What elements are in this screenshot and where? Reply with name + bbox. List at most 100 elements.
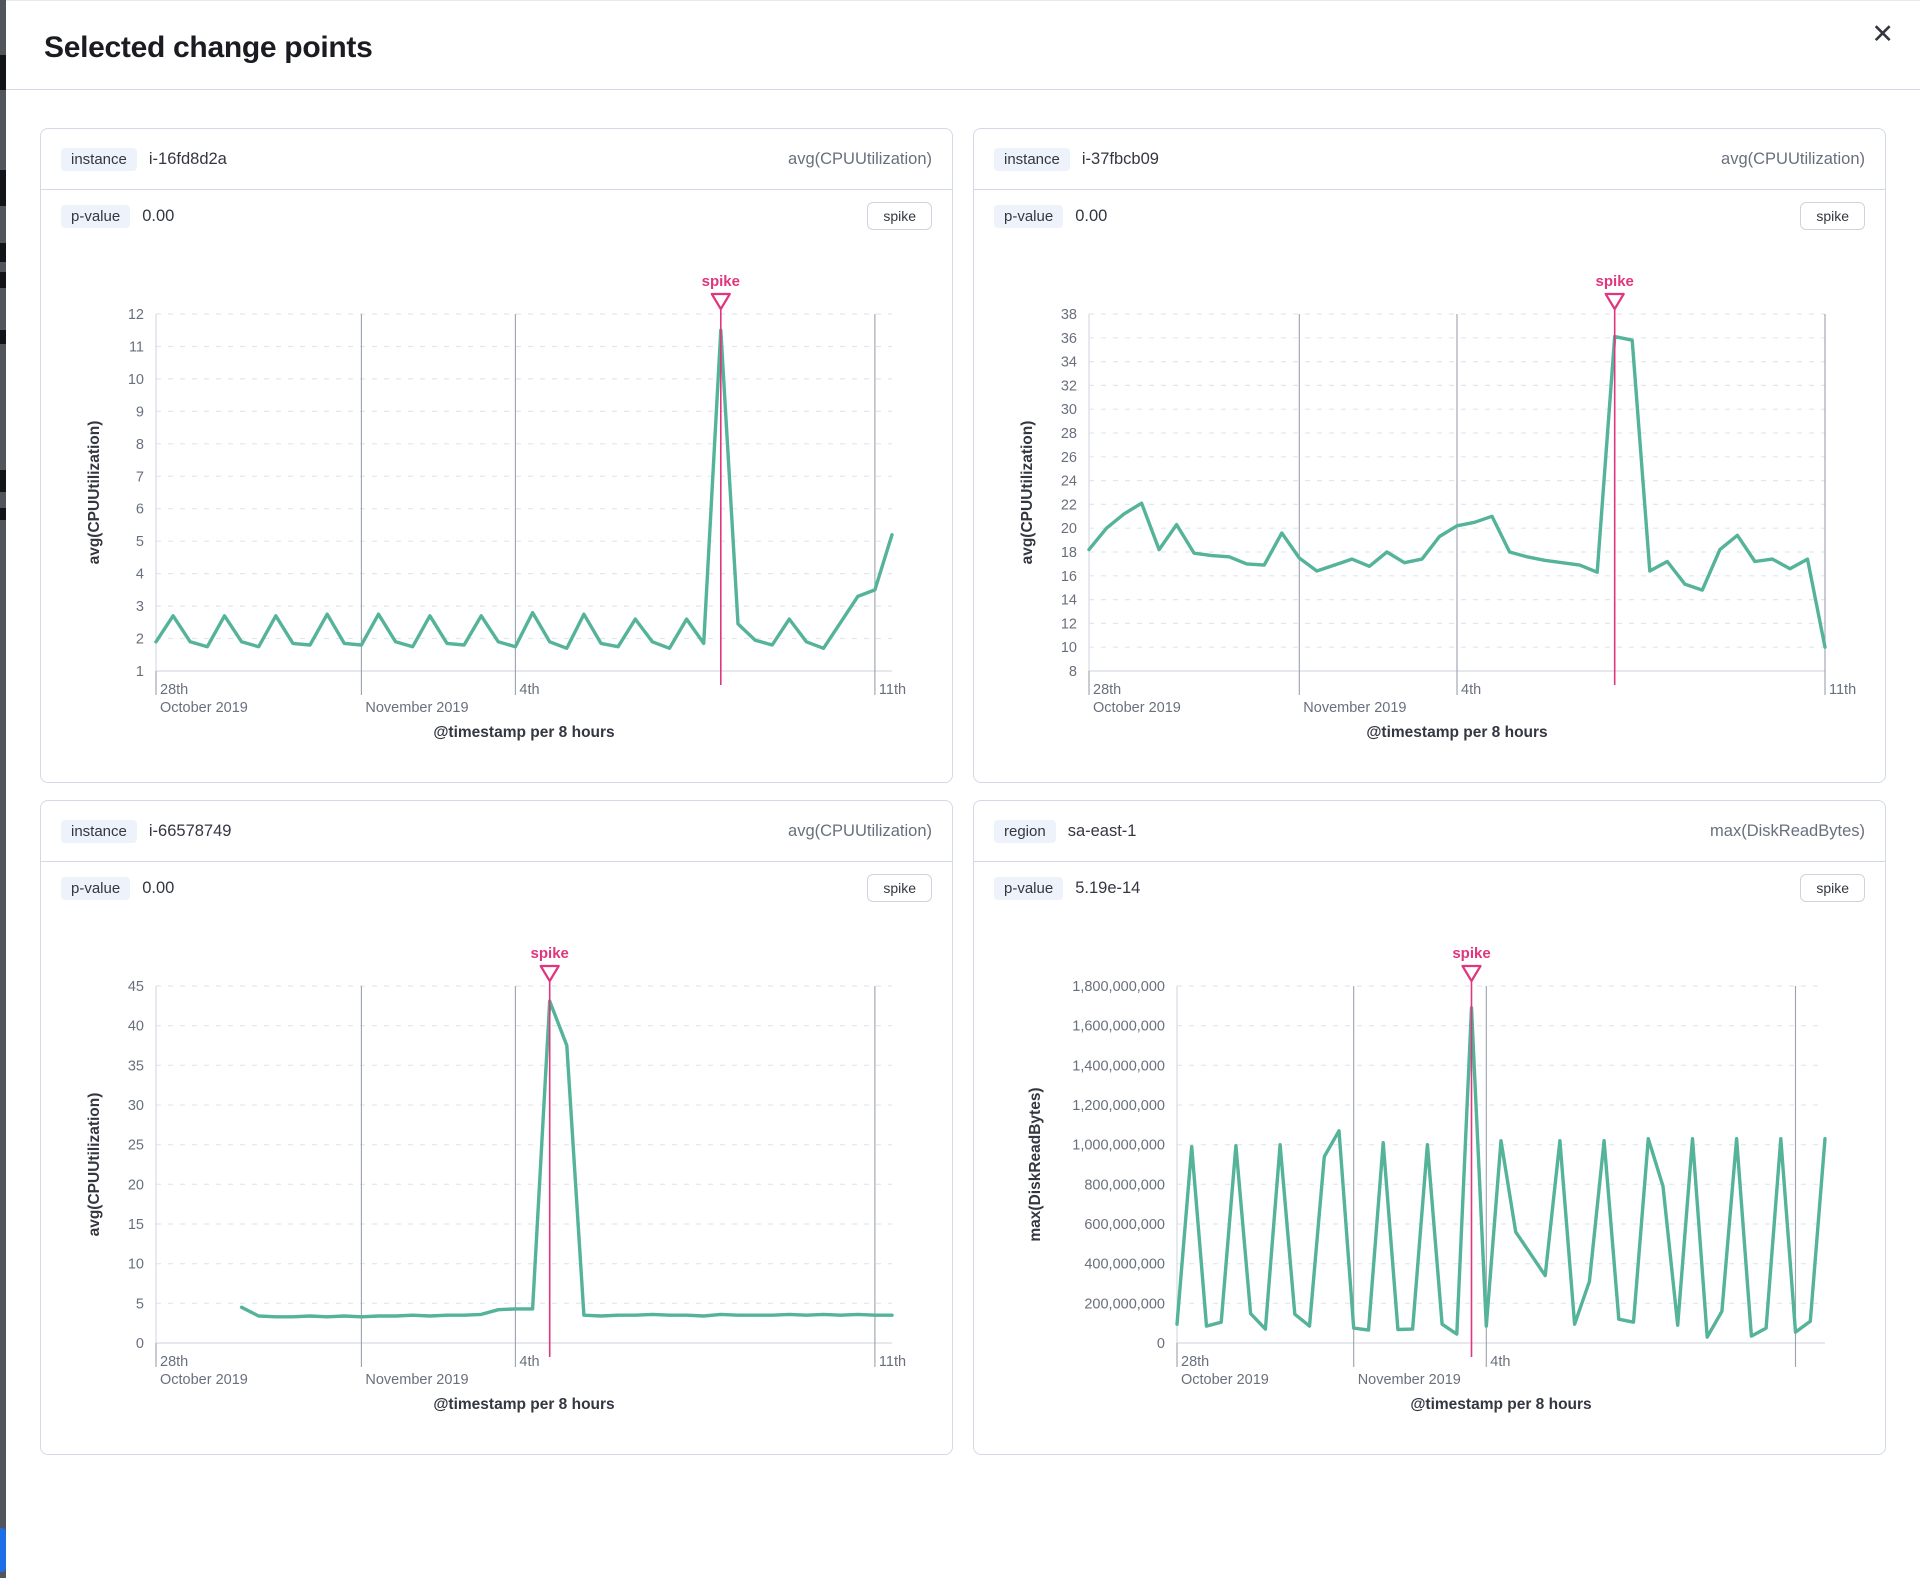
svg-text:5: 5 (136, 534, 144, 550)
svg-text:9: 9 (136, 404, 144, 420)
svg-text:35: 35 (128, 1058, 144, 1074)
svg-text:avg(CPUUtilization): avg(CPUUtilization) (86, 1093, 103, 1237)
change-point-panel: instance i-16fd8d2a avg(CPUUtilization) … (40, 128, 953, 783)
svg-text:October 2019: October 2019 (160, 1372, 248, 1388)
svg-text:spike: spike (702, 273, 740, 290)
p-value: 0.00 (142, 206, 175, 225)
page-title: Selected change points (44, 31, 373, 64)
svg-text:November 2019: November 2019 (1303, 700, 1406, 716)
svg-text:40: 40 (128, 1019, 144, 1035)
svg-text:@timestamp per 8 hours: @timestamp per 8 hours (433, 724, 614, 741)
panel-header: instance i-16fd8d2a avg(CPUUtilization) (41, 129, 952, 190)
background-artifact (0, 243, 6, 262)
svg-text:6: 6 (136, 502, 144, 518)
split-field-badge: instance (61, 819, 137, 843)
p-value-badge: p-value (61, 876, 131, 900)
svg-text:November 2019: November 2019 (365, 700, 468, 716)
svg-text:max(DiskReadBytes): max(DiskReadBytes) (1027, 1087, 1044, 1241)
change-point-panel: instance i-37fbcb09 avg(CPUUtilization) … (973, 128, 1886, 783)
svg-text:11th: 11th (879, 682, 906, 698)
split-field-value: i-37fbcb09 (1081, 149, 1159, 168)
p-value-badge: p-value (994, 204, 1064, 228)
background-button-sliver (0, 1528, 6, 1572)
background-artifact (0, 272, 6, 288)
svg-text:1: 1 (136, 664, 144, 680)
svg-text:25: 25 (128, 1138, 144, 1154)
svg-text:spike: spike (1452, 945, 1490, 962)
svg-text:22: 22 (1061, 497, 1077, 513)
change-point-type-badge[interactable]: spike (867, 874, 932, 902)
p-value: 0.00 (142, 878, 175, 897)
svg-text:28th: 28th (160, 1354, 188, 1370)
background-artifact (0, 330, 6, 344)
svg-text:10: 10 (128, 372, 144, 388)
change-points-modal: Selected change points ✕ instance i-16fd… (6, 0, 1920, 1578)
svg-text:12: 12 (1061, 616, 1077, 632)
split-field-badge: instance (994, 147, 1070, 171)
svg-text:@timestamp per 8 hours: @timestamp per 8 hours (433, 1396, 614, 1413)
panel-subheader: p-value 5.19e-14 spike (974, 862, 1885, 906)
background-artifact (0, 470, 6, 492)
svg-text:1,400,000,000: 1,400,000,000 (1072, 1058, 1165, 1074)
change-point-panel: instance i-66578749 avg(CPUUtilization) … (40, 800, 953, 1455)
panel-header: instance i-66578749 avg(CPUUtilization) (41, 801, 952, 862)
background-artifact (0, 508, 6, 520)
svg-text:28: 28 (1061, 426, 1077, 442)
change-point-grid: instance i-16fd8d2a avg(CPUUtilization) … (6, 90, 1920, 1455)
change-point-type-badge[interactable]: spike (1800, 202, 1865, 230)
svg-text:28th: 28th (160, 682, 188, 698)
close-icon[interactable]: ✕ (1867, 17, 1898, 52)
svg-text:1,200,000,000: 1,200,000,000 (1072, 1098, 1165, 1114)
svg-text:10: 10 (1061, 640, 1077, 656)
svg-text:7: 7 (136, 469, 144, 485)
panel-header: instance i-37fbcb09 avg(CPUUtilization) (974, 129, 1885, 190)
svg-text:34: 34 (1061, 355, 1077, 371)
svg-text:avg(CPUUtilization): avg(CPUUtilization) (1019, 421, 1036, 565)
p-value-badge: p-value (994, 876, 1064, 900)
svg-text:1,600,000,000: 1,600,000,000 (1072, 1019, 1165, 1035)
svg-text:0: 0 (136, 1336, 144, 1352)
metric-label: max(DiskReadBytes) (1710, 821, 1865, 840)
svg-text:8: 8 (1069, 664, 1077, 680)
change-point-type-badge[interactable]: spike (867, 202, 932, 230)
split-field-value: i-66578749 (148, 821, 232, 840)
svg-text:28th: 28th (1181, 1354, 1209, 1370)
split-field-value: i-16fd8d2a (148, 149, 227, 168)
change-point-panel: region sa-east-1 max(DiskReadBytes) p-va… (973, 800, 1886, 1455)
svg-text:0: 0 (1157, 1336, 1165, 1352)
svg-text:24: 24 (1061, 474, 1077, 490)
svg-text:4th: 4th (519, 682, 539, 698)
svg-text:1,800,000,000: 1,800,000,000 (1072, 979, 1165, 995)
background-page-strip (0, 0, 6, 1578)
svg-text:@timestamp per 8 hours: @timestamp per 8 hours (1366, 724, 1547, 741)
split-field-badge: region (994, 819, 1056, 843)
svg-text:800,000,000: 800,000,000 (1084, 1177, 1165, 1193)
panel-subheader: p-value 0.00 spike (41, 190, 952, 234)
svg-text:20: 20 (1061, 521, 1077, 537)
metric-label: avg(CPUUtilization) (788, 821, 932, 840)
svg-text:30: 30 (128, 1098, 144, 1114)
panel-header: region sa-east-1 max(DiskReadBytes) (974, 801, 1885, 862)
svg-text:1,000,000,000: 1,000,000,000 (1072, 1138, 1165, 1154)
svg-text:45: 45 (128, 979, 144, 995)
svg-text:11th: 11th (879, 1354, 906, 1370)
svg-text:spike: spike (1596, 273, 1634, 290)
svg-text:28th: 28th (1093, 682, 1121, 698)
panel-subheader: p-value 0.00 spike (974, 190, 1885, 234)
metric-label: avg(CPUUtilization) (788, 149, 932, 168)
p-value: 5.19e-14 (1075, 878, 1141, 897)
svg-text:November 2019: November 2019 (1358, 1372, 1461, 1388)
svg-text:October 2019: October 2019 (1093, 700, 1181, 716)
change-point-chart: 0 5 10 15 20 25 30 35 40 45 28th October 2019 Novemb… (86, 945, 906, 1413)
change-point-type-badge[interactable]: spike (1800, 874, 1865, 902)
svg-text:38: 38 (1061, 307, 1077, 323)
svg-text:4th: 4th (1490, 1354, 1510, 1370)
svg-text:18: 18 (1061, 545, 1077, 561)
svg-text:4: 4 (136, 567, 144, 583)
svg-text:20: 20 (128, 1177, 144, 1193)
svg-text:200,000,000: 200,000,000 (1084, 1296, 1165, 1312)
svg-text:2: 2 (136, 632, 144, 648)
svg-text:11th: 11th (1829, 682, 1856, 698)
svg-text:@timestamp per 8 hours: @timestamp per 8 hours (1410, 1396, 1591, 1413)
